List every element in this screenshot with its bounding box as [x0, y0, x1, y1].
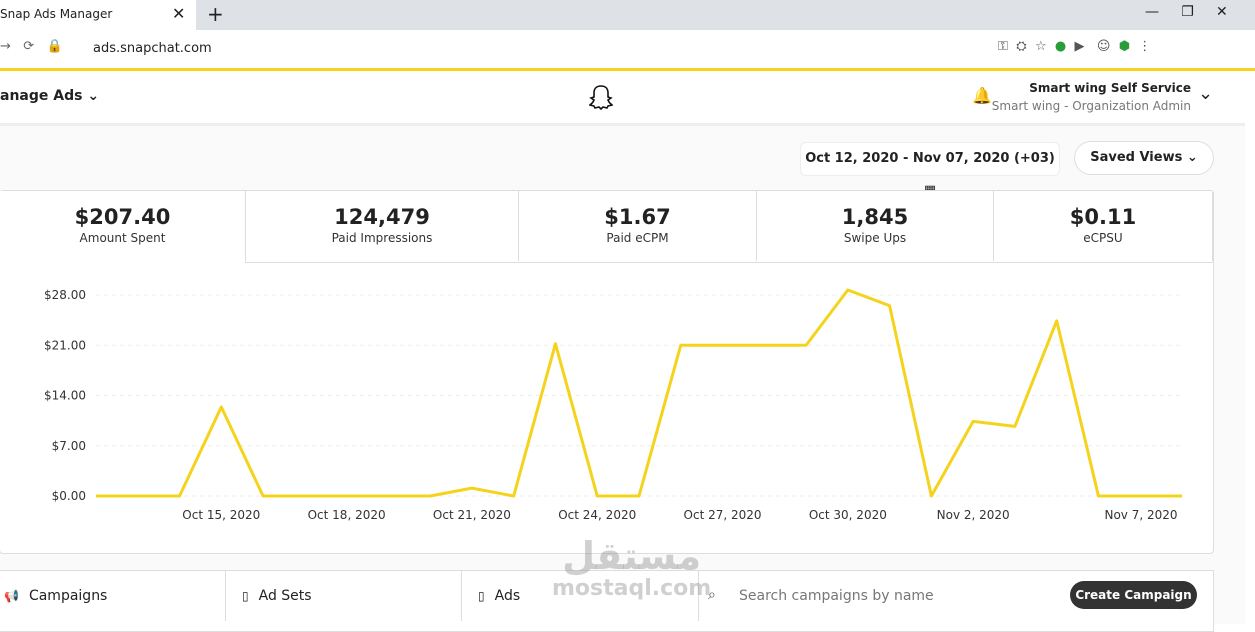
x-tick-label: Oct 21, 2020 — [433, 508, 511, 522]
snap-logo — [589, 85, 613, 110]
menu[interactable]: anage Ads ⌄ — [0, 88, 100, 104]
window-controls[interactable]: — ❐ ✕ — [1145, 4, 1228, 20]
tab-label: Ads — [494, 588, 521, 604]
y-tick-label: $28.00 — [44, 288, 86, 302]
chart: $0.00 $7.00 $14.00 $21.00 $28.00 Oct 15, 2020… — [44, 288, 1182, 522]
bell-icon[interactable]: 🔔 — [972, 86, 992, 105]
data-line — [96, 288, 1182, 498]
tab-icon: 📢 — [4, 589, 19, 603]
search-icon: ⌕ — [708, 587, 716, 603]
x-tick-label: Oct 27, 2020 — [684, 508, 762, 522]
metric[interactable]: $207.40 Amount Spent — [0, 191, 246, 263]
tab-label: Ad Sets — [258, 588, 312, 604]
metrics-row: $207.40 Amount Spent 124,479 Paid Impressio… — [0, 191, 1213, 263]
y-tick-label: $7.00 — [52, 439, 86, 453]
x-tick-label: Oct 24, 2020 — [558, 508, 636, 522]
saved-views-label: Saved Views — [1090, 150, 1183, 165]
account-chevron[interactable]: ⌄ — [1198, 83, 1214, 104]
new-tab[interactable]: + — [207, 2, 224, 26]
metric-label: Amount Spent — [79, 231, 166, 245]
y-tick-label: $21.00 — [44, 338, 86, 352]
metric-label: Paid eCPM — [606, 231, 669, 245]
create-button[interactable]: Create Campaign — [1070, 581, 1197, 609]
tab[interactable]: ▯ Ads — [462, 571, 699, 621]
x-tick-label: Nov 7, 2020 — [1104, 508, 1177, 522]
metric[interactable]: $0.11 eCPSU — [994, 191, 1213, 261]
date-range[interactable]: Oct 12, 2020 - Nov 07, 2020 (+03) ▦ — [800, 142, 1060, 198]
date-range-label: Oct 12, 2020 - Nov 07, 2020 (+03) — [805, 151, 1055, 166]
metric[interactable]: 124,479 Paid Impressions — [246, 191, 519, 261]
tab-icon: ▯ — [242, 589, 249, 603]
tab[interactable]: ▯ Ad Sets — [226, 571, 462, 621]
chart-card: $207.40 Amount Spent 124,479 Paid Impressio… — [0, 190, 1214, 554]
tab-title: Snap Ads Manager — [0, 7, 113, 21]
app-header: anage Ads ⌄ 🔔 Smart wing Self Service Sm… — [0, 71, 1245, 126]
tab-icon: ▯ — [478, 589, 485, 603]
main-area: Oct 12, 2020 - Nov 07, 2020 (+03) ▦ Save… — [0, 126, 1245, 632]
url[interactable]: ads.snapchat.com — [93, 41, 212, 56]
tab-label: Campaigns — [28, 588, 108, 604]
x-tick-label: Oct 18, 2020 — [308, 508, 386, 522]
metric-label: Swipe Ups — [843, 231, 907, 245]
x-tick-label: Oct 30, 2020 — [809, 508, 887, 522]
tab-bar: Snap Ads Manager ✕ + — ❐ ✕ — [0, 0, 1255, 30]
metric[interactable]: 1,845 Swipe Ups — [757, 191, 994, 261]
close-icon[interactable]: ✕ — [172, 4, 186, 23]
y-tick-label: $14.00 — [44, 389, 86, 403]
tab[interactable]: 📢 Campaigns — [0, 571, 226, 621]
metric-value: $0.11 — [1069, 205, 1137, 229]
watermark: مستقل mostaql.com — [552, 536, 711, 601]
browser-tab[interactable]: Snap Ads Manager ✕ — [0, 0, 196, 30]
metric-value: $1.67 — [604, 205, 671, 229]
metric-value: $207.40 — [74, 205, 171, 229]
menu-label: anage Ads — [0, 88, 83, 104]
saved-views[interactable]: Saved Views ⌄ — [1074, 141, 1214, 175]
y-tick-label: $0.00 — [52, 489, 86, 503]
x-tick-label: Oct 15, 2020 — [182, 508, 260, 522]
search-input[interactable]: Search campaigns by name — [739, 588, 934, 604]
watermark-latin: mostaql.com — [552, 576, 712, 601]
account-role: Smart wing - Organization Admin — [991, 99, 1191, 113]
watermark-arabic: مستقل — [562, 534, 702, 578]
x-tick-label: Nov 2, 2020 — [937, 508, 1010, 522]
metric-value: 1,845 — [841, 205, 909, 229]
account-name[interactable]: Smart wing Self Service — [1029, 81, 1191, 95]
metric-label: Paid Impressions — [331, 231, 433, 245]
metric[interactable]: $1.67 Paid eCPM — [519, 191, 757, 261]
table-toolbar: 📢 Campaigns ▯ Ad Sets ▯ Ads ⌕ Search campaign… — [0, 570, 1214, 632]
extension-icons[interactable]: ⚿ ⛭ ☆ ● ▶ ☺ ⬢ ⋮ — [998, 39, 1152, 54]
metric-value: 124,479 — [334, 205, 430, 229]
address-bar: → ⟳ 🔒 ads.snapchat.com ⚿ ⛭ ☆ ● ▶ ☺ ⬢ ⋮ — [0, 30, 1255, 71]
nav-icons[interactable]: → ⟳ 🔒 — [0, 39, 63, 54]
metric-label: eCPSU — [1083, 231, 1123, 245]
